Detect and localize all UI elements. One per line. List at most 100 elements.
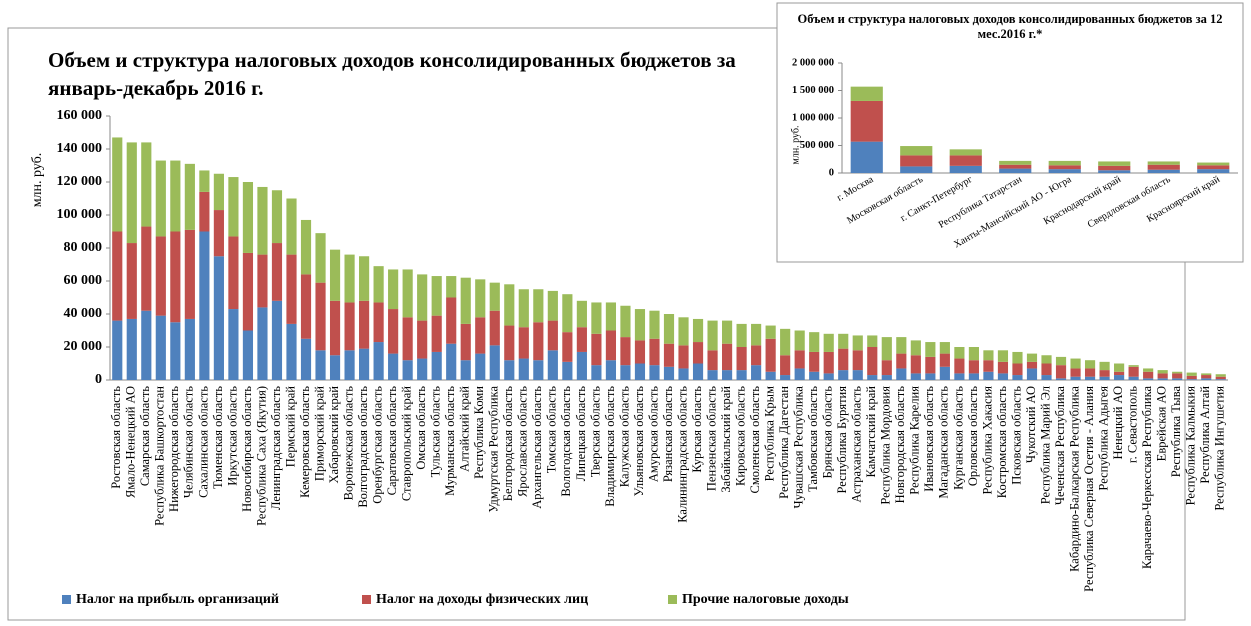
- x-tick-label: Приморский край: [312, 386, 326, 481]
- x-tick-label: Республика Карелия: [908, 386, 922, 495]
- bar-segment: [489, 310, 500, 346]
- bar-segment: [547, 290, 558, 321]
- bar-segment: [1026, 368, 1038, 380]
- bar-segment: [1172, 373, 1183, 379]
- y-tick-label: 1 000 000: [792, 112, 834, 123]
- bar-segment: [547, 350, 558, 380]
- bar-segment: [999, 168, 1032, 173]
- bar-segment: [329, 300, 341, 356]
- y-tick-label: 20 000: [64, 339, 103, 354]
- x-tick-label: Пермский край: [283, 386, 297, 468]
- bar-segment: [1157, 370, 1168, 374]
- x-tick-label: Омская область: [414, 386, 428, 470]
- bar-segment: [852, 370, 863, 380]
- bar-segment: [925, 342, 936, 357]
- x-tick-label: Чувашская Республика: [792, 386, 806, 509]
- bar-segment: [591, 333, 602, 366]
- bar-segment: [721, 370, 733, 380]
- bar-segment: [968, 347, 979, 361]
- bar-segment: [1055, 378, 1067, 380]
- bar-segment: [184, 229, 195, 319]
- x-tick-label: Магаданская область: [937, 386, 951, 499]
- y-tick-label: 160 000: [57, 108, 103, 123]
- x-tick-label: Чеченская Республика: [1053, 386, 1067, 506]
- bar-segment: [692, 318, 704, 343]
- bar-segment: [286, 323, 297, 380]
- bar-segment: [286, 198, 297, 255]
- bar-segment: [213, 256, 224, 380]
- x-tick-label: Еврейская АО: [1155, 386, 1169, 461]
- legend-label: Налог на прибыль организаций: [76, 592, 279, 607]
- bar-segment: [997, 373, 1009, 380]
- bar-segment: [765, 371, 776, 380]
- legend-swatch: [668, 595, 677, 604]
- bar-segment: [112, 137, 123, 232]
- bar-segment: [1012, 363, 1023, 376]
- bar-segment: [765, 338, 776, 372]
- bar-segment: [1098, 170, 1131, 173]
- x-tick-label: Воронежская область: [341, 386, 355, 501]
- bar-segment: [126, 142, 137, 244]
- bar-segment: [1157, 373, 1168, 379]
- x-tick-label: Республика Башкортостан: [153, 386, 167, 526]
- bar-segment: [1215, 374, 1226, 377]
- x-tick-label: Тюменская область: [211, 386, 225, 489]
- y-tick-label: 140 000: [57, 141, 103, 156]
- x-tick-label: Ростовская область: [109, 386, 123, 489]
- bar-segment: [634, 340, 646, 364]
- bar-segment: [751, 323, 762, 346]
- bar-segment: [678, 368, 689, 380]
- bar-segment: [736, 347, 747, 371]
- x-tick-label: Нижегородская область: [167, 386, 181, 512]
- x-tick-label: Тамбовская область: [806, 386, 820, 492]
- y-axis-label: млн. руб.: [30, 153, 45, 208]
- bar-segment: [850, 86, 883, 101]
- x-tick-label: Иркутская область: [225, 386, 239, 486]
- y-tick-label: 40 000: [64, 306, 103, 321]
- bar-segment: [1055, 356, 1067, 366]
- bar-segment: [460, 323, 471, 361]
- bar-segment: [910, 340, 921, 356]
- bar-segment: [999, 164, 1032, 169]
- bar-segment: [271, 243, 283, 301]
- bar-segment: [388, 309, 399, 354]
- bar-segment: [707, 370, 718, 380]
- bar-segment: [228, 236, 239, 310]
- bar-segment: [983, 350, 994, 361]
- bar-segment: [1186, 379, 1197, 380]
- bar-segment: [417, 320, 428, 359]
- bar-segment: [446, 297, 457, 344]
- x-tick-label: Республика Бурятия: [835, 386, 849, 494]
- x-tick-label: Республика Адыгея: [1096, 386, 1110, 491]
- legend-label: Налог на доходы физических лиц: [376, 592, 588, 607]
- bar-segment: [678, 317, 689, 346]
- bar-segment: [1084, 376, 1096, 380]
- bar-segment: [751, 345, 762, 366]
- bar-segment: [533, 289, 544, 323]
- x-tick-label: Ставропольский край: [400, 386, 414, 501]
- x-tick-label: Самарская область: [138, 386, 152, 486]
- x-tick-label: Республика Калмыкия: [1184, 386, 1198, 506]
- bar-segment: [504, 325, 515, 361]
- x-tick-label: Курская область: [690, 386, 704, 473]
- bar-segment: [1201, 373, 1212, 376]
- x-tick-label: Орловская область: [966, 386, 980, 486]
- bar-segment: [475, 317, 486, 354]
- bar-segment: [1070, 376, 1081, 380]
- bar-segment: [359, 256, 370, 301]
- x-tick-label: Новосибирская область: [240, 386, 254, 512]
- bar-segment: [949, 155, 982, 166]
- bar-segment: [999, 160, 1032, 165]
- bar-segment: [591, 302, 602, 334]
- bar-segment: [562, 294, 573, 333]
- y-tick-label: 120 000: [57, 174, 103, 189]
- bar-segment: [634, 363, 646, 380]
- bar-segment: [271, 190, 283, 244]
- y-tick-label: 80 000: [64, 240, 103, 255]
- x-tick-label: Тверская область: [588, 386, 602, 478]
- bar-segment: [663, 366, 675, 380]
- bar-segment: [1026, 353, 1038, 362]
- bar-segment: [1114, 371, 1125, 376]
- bar-segment: [257, 254, 268, 308]
